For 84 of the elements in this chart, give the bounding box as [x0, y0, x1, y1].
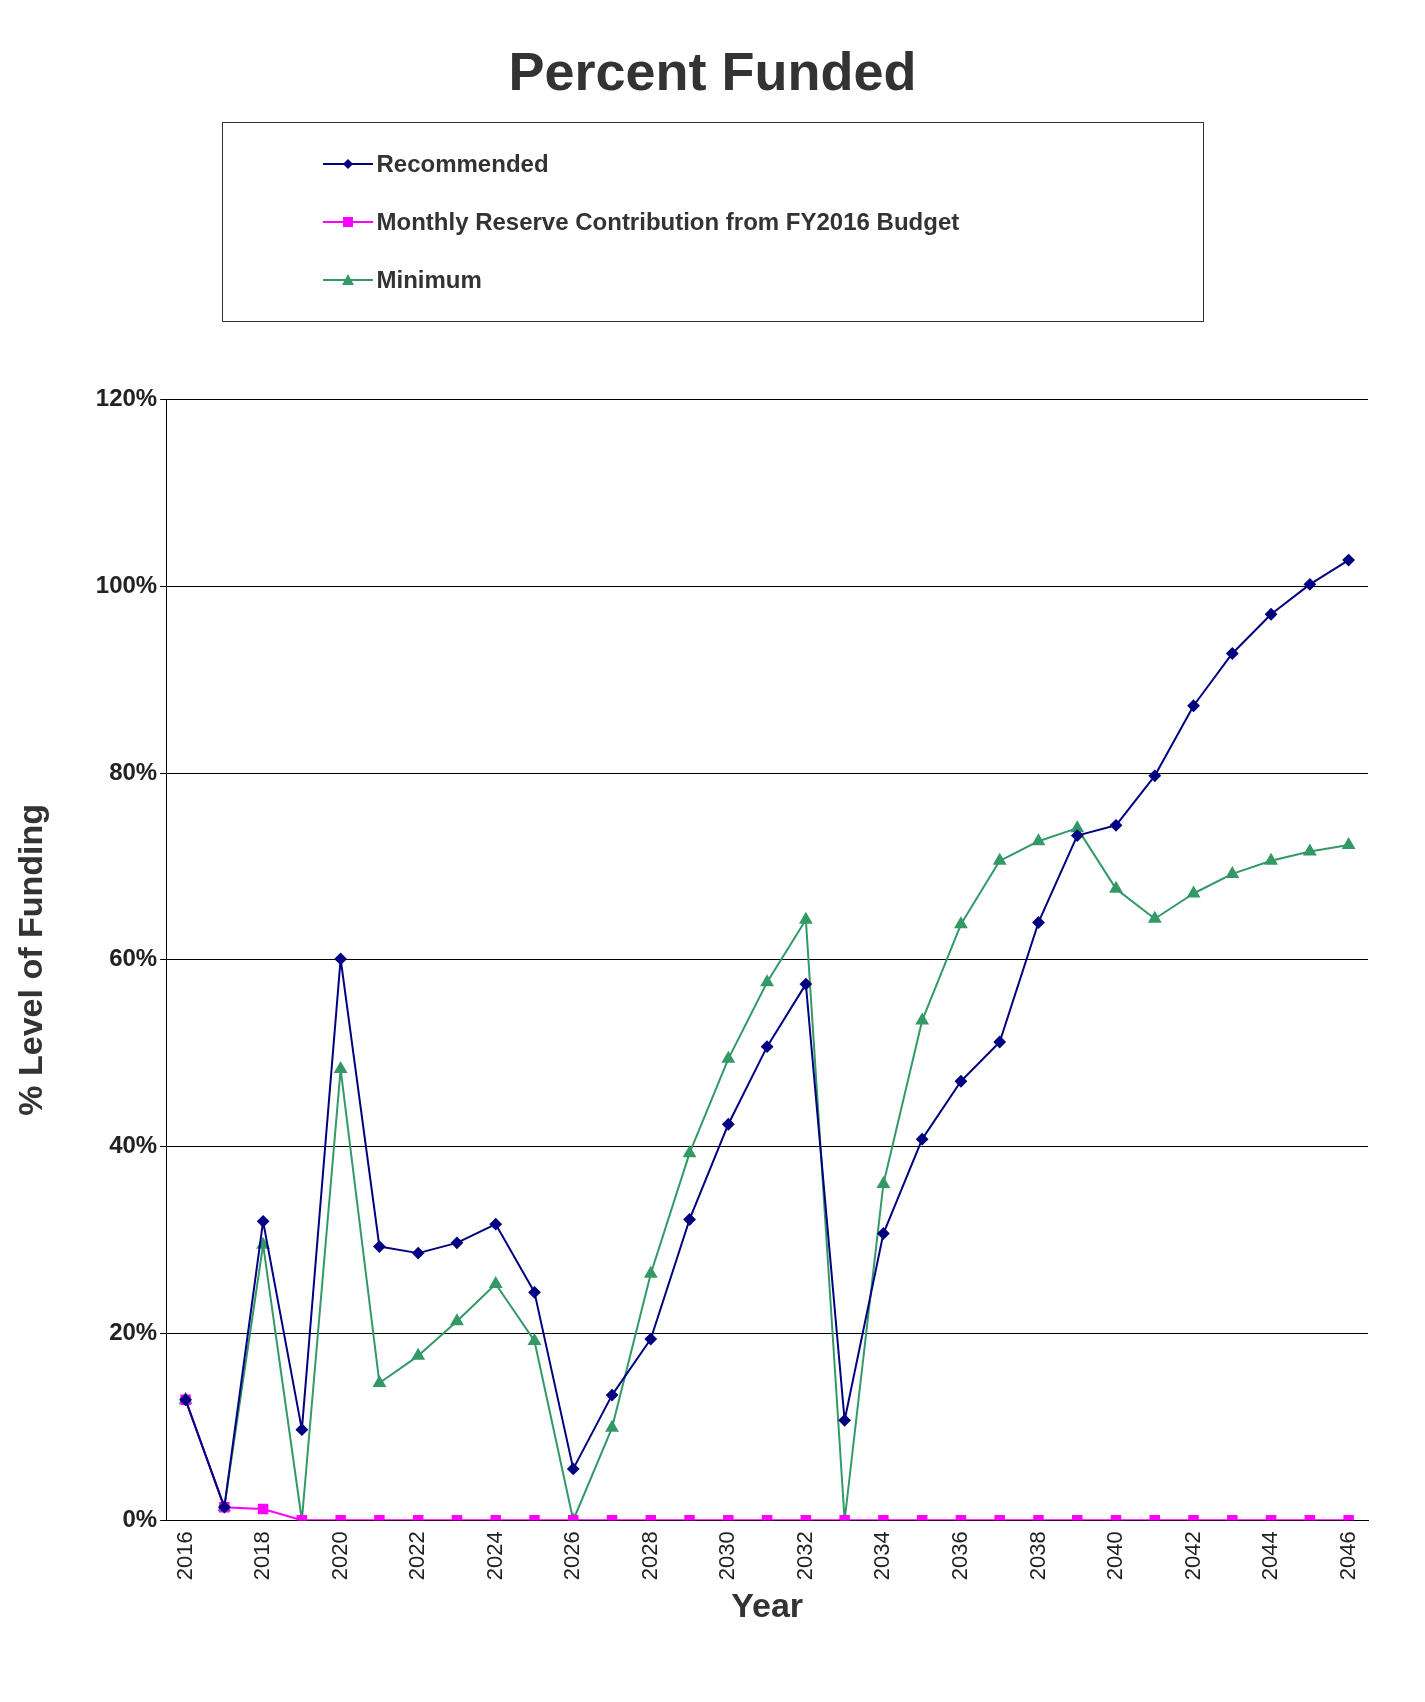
point — [334, 1062, 347, 1074]
x-tick-label: 2040 — [1102, 1531, 1128, 1581]
point — [1303, 578, 1316, 591]
x-tick-label: 2044 — [1257, 1531, 1283, 1581]
point — [1071, 829, 1084, 842]
point — [605, 1420, 619, 1432]
point — [722, 1051, 735, 1063]
point — [954, 917, 968, 929]
chart-title: Percent Funded — [507, 40, 918, 102]
x-tick-label: 2038 — [1024, 1531, 1050, 1581]
y-tick-label: 20% — [109, 1318, 158, 1346]
point — [295, 1423, 308, 1436]
point — [644, 1266, 657, 1278]
point — [1109, 881, 1123, 893]
point — [373, 1240, 386, 1253]
point — [1264, 853, 1278, 865]
point — [567, 1462, 580, 1475]
x-tick-label: 2024 — [481, 1531, 507, 1581]
point — [1303, 844, 1317, 856]
y-tick-label: 40% — [109, 1131, 158, 1159]
point — [1226, 866, 1239, 878]
point — [761, 1040, 774, 1053]
point — [683, 1146, 696, 1158]
point — [1148, 769, 1161, 782]
point — [993, 853, 1006, 865]
point — [528, 1333, 541, 1345]
y-tick-label: 100% — [95, 570, 158, 598]
point — [411, 1348, 425, 1360]
point — [450, 1236, 463, 1249]
point — [606, 1389, 619, 1402]
point — [1071, 821, 1084, 833]
point — [1187, 886, 1200, 898]
point — [683, 1213, 696, 1226]
x-tick-label: 2016 — [171, 1531, 197, 1581]
point — [257, 1215, 270, 1228]
legend-label: Monthly Reserve Contribution from FY2016 Budget — [376, 208, 960, 236]
point — [450, 1314, 464, 1326]
point — [644, 1333, 657, 1346]
x-tick-label: 2022 — [404, 1531, 430, 1581]
point — [1265, 608, 1278, 621]
point — [1187, 699, 1200, 712]
point — [1342, 837, 1355, 849]
point — [334, 952, 347, 965]
point — [760, 975, 774, 987]
x-tick-label: 2036 — [947, 1531, 972, 1581]
point — [528, 1286, 541, 1299]
point — [489, 1218, 502, 1231]
x-tick-label: 2042 — [1179, 1531, 1205, 1581]
x-tick-label: 2046 — [1334, 1531, 1360, 1581]
point — [257, 1503, 269, 1515]
point — [915, 1013, 929, 1025]
legend-label: Recommended — [376, 150, 549, 178]
legend-label: Minimum — [376, 266, 482, 294]
point — [838, 1414, 851, 1427]
point — [993, 1036, 1006, 1049]
point — [877, 1177, 890, 1188]
point — [489, 1276, 502, 1288]
point — [412, 1247, 425, 1260]
x-tick-label: 2034 — [869, 1531, 895, 1581]
point — [1032, 916, 1045, 929]
x-axis-title: Year — [731, 1585, 804, 1624]
point — [916, 1133, 929, 1146]
point — [1226, 647, 1239, 660]
point — [877, 1227, 890, 1240]
y-tick-label: 60% — [109, 944, 158, 972]
x-tick-label: 2030 — [714, 1531, 740, 1581]
point — [1148, 911, 1161, 923]
point — [1032, 834, 1045, 846]
x-tick-label: 2026 — [559, 1531, 585, 1581]
y-axis-title: % Level of Funding — [10, 803, 49, 1116]
x-tick-label: 2032 — [791, 1531, 817, 1581]
x-tick-label: 2020 — [326, 1531, 352, 1581]
x-tick-label: 2018 — [249, 1531, 275, 1581]
point — [1110, 819, 1123, 832]
point — [954, 1075, 967, 1088]
x-tick-label: 2028 — [636, 1531, 662, 1581]
point — [722, 1118, 735, 1131]
point — [1342, 554, 1355, 567]
y-tick-label: 120% — [95, 384, 158, 412]
y-tick-label: 80% — [109, 757, 158, 785]
point — [799, 978, 812, 991]
y-tick-label: 0% — [122, 1504, 158, 1532]
point — [373, 1375, 386, 1387]
point — [799, 912, 813, 924]
